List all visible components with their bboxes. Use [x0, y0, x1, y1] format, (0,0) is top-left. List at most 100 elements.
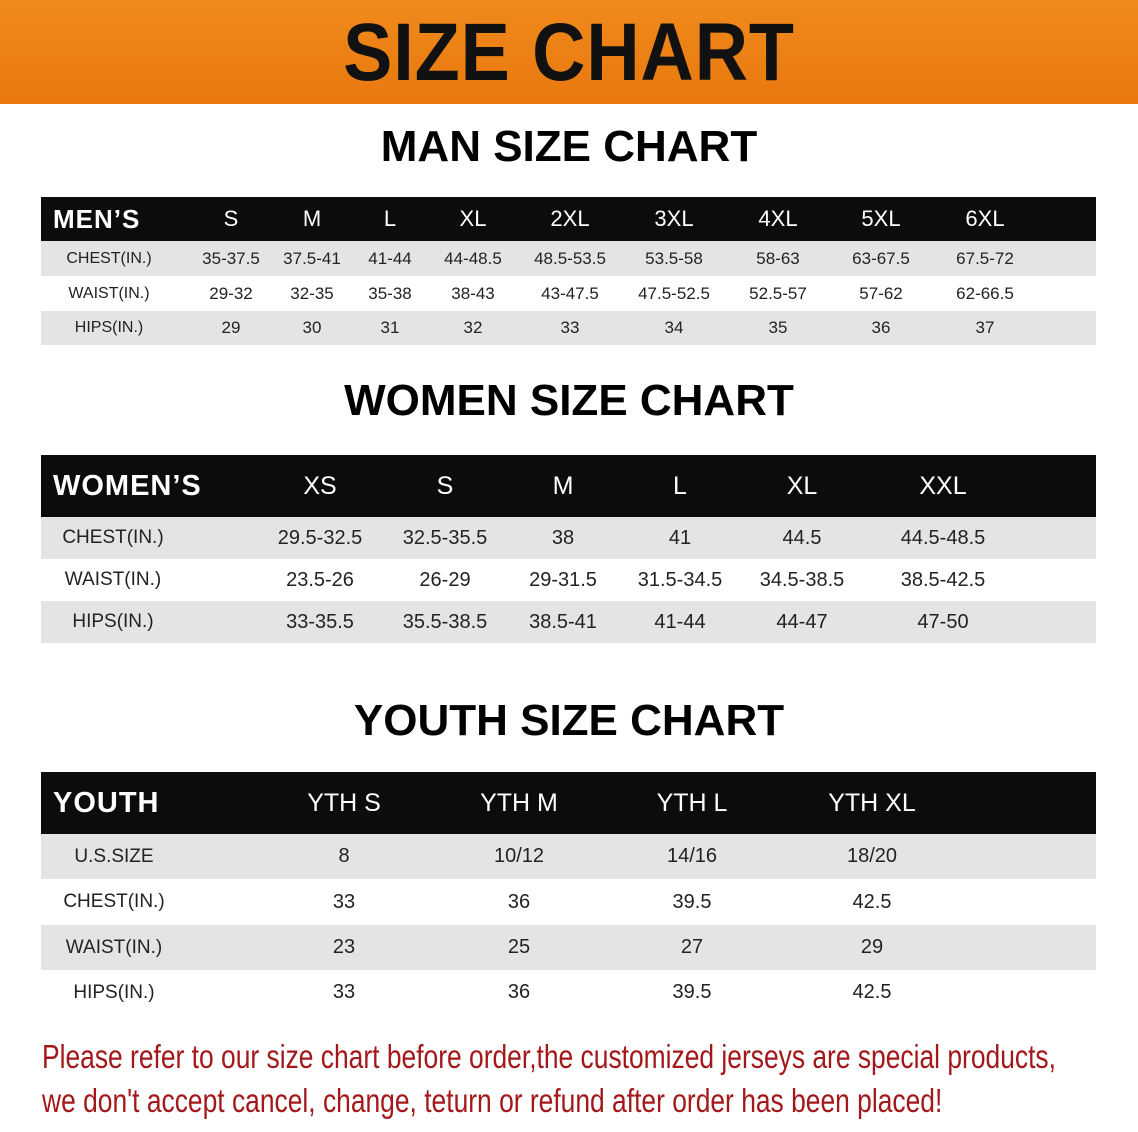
size-column-header: YTH M	[480, 788, 558, 817]
men-header-row: MEN’S S M L XL 2XL 3XL 4XL 5XL 6XL	[41, 197, 1096, 241]
size-column-header: 3XL	[654, 206, 694, 231]
measurement-label: CHEST(IN.)	[62, 527, 164, 548]
size-column-header: S	[436, 471, 454, 500]
measurement-value: 27	[680, 936, 704, 958]
size-column-header: YTH XL	[828, 788, 916, 817]
size-column-header: XXL	[919, 471, 967, 500]
measurement-value: 32.5-35.5	[402, 526, 488, 549]
measurement-label: HIPS(IN.)	[74, 319, 144, 336]
size-column-header: L	[383, 206, 397, 231]
table-row: WAIST(IN.) 23.5-26 26-29 29-31.5 31.5-34.5 34…	[41, 559, 1096, 601]
measurement-value: 30	[302, 318, 322, 337]
measurement-value: 18/20	[846, 845, 898, 867]
measurement-label: WAIST(IN.)	[68, 284, 150, 302]
measurement-value: 38-43	[451, 283, 495, 303]
youth-header-row: YOUTH YTH S YTH M YTH L YTH XL	[41, 772, 1096, 834]
measurement-value: 44-47	[776, 610, 828, 633]
measurement-value: 37.5-41	[283, 248, 341, 268]
measurement-label: HIPS(IN.)	[73, 981, 155, 1003]
measurement-value: 41-44	[654, 610, 706, 633]
measurement-value: 31.5-34.5	[637, 568, 723, 591]
header-label: YOUTH	[53, 786, 160, 819]
footer-notice-line-2: we don't accept cancel, change, teturn o…	[42, 1082, 943, 1119]
measurement-value: 33-35.5	[286, 610, 354, 633]
measurement-label: WAIST(IN.)	[65, 936, 163, 958]
measurement-value: 41	[668, 526, 692, 549]
measurement-value: 42.5	[852, 890, 892, 913]
women-section-title: WOMEN SIZE CHART	[344, 376, 794, 425]
measurement-value: 43-47.5	[541, 283, 599, 303]
table-row: WAIST(IN.) 29-32 32-35 35-38 38-43 43-47.5 47.…	[41, 276, 1096, 311]
size-column-header: M	[302, 206, 322, 231]
measurement-value: 34.5-38.5	[759, 568, 845, 591]
measurement-value: 57-62	[859, 283, 903, 303]
size-column-header: YTH S	[307, 788, 381, 817]
measurement-value: 36	[871, 318, 891, 337]
measurement-value: 38	[551, 526, 575, 549]
measurement-label: CHEST(IN.)	[63, 891, 165, 912]
table-row: CHEST(IN.) 29.5-32.5 32.5-35.5 38 41 44.5 44.5…	[41, 517, 1096, 559]
measurement-value: 38.5-41	[529, 610, 597, 633]
header-label: MEN’S	[53, 203, 141, 234]
measurement-label: HIPS(IN.)	[72, 611, 154, 632]
measurement-value: 36	[507, 981, 531, 1003]
measurement-value: 62-66.5	[956, 283, 1014, 303]
measurement-value: 67.5-72	[956, 248, 1014, 268]
measurement-value: 23	[332, 936, 356, 958]
measurement-value: 33	[332, 890, 356, 913]
measurement-value: 31	[380, 318, 400, 337]
table-row: U.S.SIZE 8 10/12 14/16 18/20	[41, 834, 1096, 879]
measurement-value: 47.5-52.5	[638, 283, 710, 303]
table-row: CHEST(IN.) 33 36 39.5 42.5	[41, 879, 1096, 925]
measurement-value: 35	[768, 318, 788, 337]
measurement-value: 52.5-57	[749, 283, 807, 303]
measurement-value: 39.5	[672, 890, 712, 913]
size-column-header: YTH L	[656, 788, 728, 817]
measurement-value: 29.5-32.5	[277, 526, 363, 549]
measurement-value: 8	[338, 845, 350, 867]
table-row: HIPS(IN.) 29 30 31 32 33 34 35 36 37	[41, 311, 1096, 345]
measurement-value: 33	[332, 981, 356, 1003]
measurement-value: 47-50	[917, 610, 969, 633]
size-column-header: M	[552, 471, 574, 500]
measurement-value: 41-44	[368, 248, 412, 268]
measurement-value: 44-48.5	[444, 248, 502, 268]
measurement-value: 35.5-38.5	[402, 610, 488, 633]
size-column-header: L	[673, 471, 687, 500]
size-column-header: 2XL	[550, 206, 590, 231]
size-column-header: S	[223, 206, 239, 231]
measurement-value: 32-35	[290, 283, 334, 303]
table-row: CHEST(IN.) 35-37.5 37.5-41 41-44 44-48.5 48.5…	[41, 241, 1096, 276]
size-column-header: XL	[786, 471, 818, 500]
measurement-value: 42.5	[852, 981, 892, 1003]
measurement-value: 44.5-48.5	[900, 526, 986, 549]
measurement-value: 25	[507, 936, 531, 958]
measurement-value: 29	[221, 318, 241, 337]
measurement-value: 63-67.5	[852, 248, 910, 268]
measurement-label: WAIST(IN.)	[64, 569, 162, 590]
measurement-value: 35-37.5	[202, 248, 260, 268]
men-section-title: MAN SIZE CHART	[380, 122, 758, 171]
youth-section-title: YOUTH SIZE CHART	[353, 696, 785, 745]
measurement-value: 26-29	[419, 568, 471, 591]
measurement-value: 38.5-42.5	[900, 568, 986, 591]
measurement-value: 58-63	[756, 248, 800, 268]
measurement-value: 37	[975, 318, 995, 337]
measurement-value: 32	[463, 318, 483, 337]
measurement-label: CHEST(IN.)	[66, 249, 152, 267]
size-column-header: XL	[459, 206, 487, 231]
measurement-value: 48.5-53.5	[534, 248, 606, 268]
size-column-header: 4XL	[758, 206, 798, 231]
measurement-value: 53.5-58	[645, 248, 703, 268]
measurement-label: U.S.SIZE	[74, 845, 154, 867]
measurement-value: 14/16	[666, 845, 718, 867]
measurement-value: 36	[507, 890, 531, 913]
banner-title: SIZE CHART	[343, 7, 795, 98]
measurement-value: 10/12	[493, 845, 545, 867]
measurement-value: 39.5	[672, 981, 712, 1003]
table-row: HIPS(IN.) 33 36 39.5 42.5	[41, 970, 1096, 1015]
banner: SIZE CHART	[0, 0, 1138, 104]
size-column-header: 5XL	[861, 206, 901, 231]
size-column-header: 6XL	[965, 206, 1005, 231]
measurement-value: 29	[860, 936, 884, 958]
